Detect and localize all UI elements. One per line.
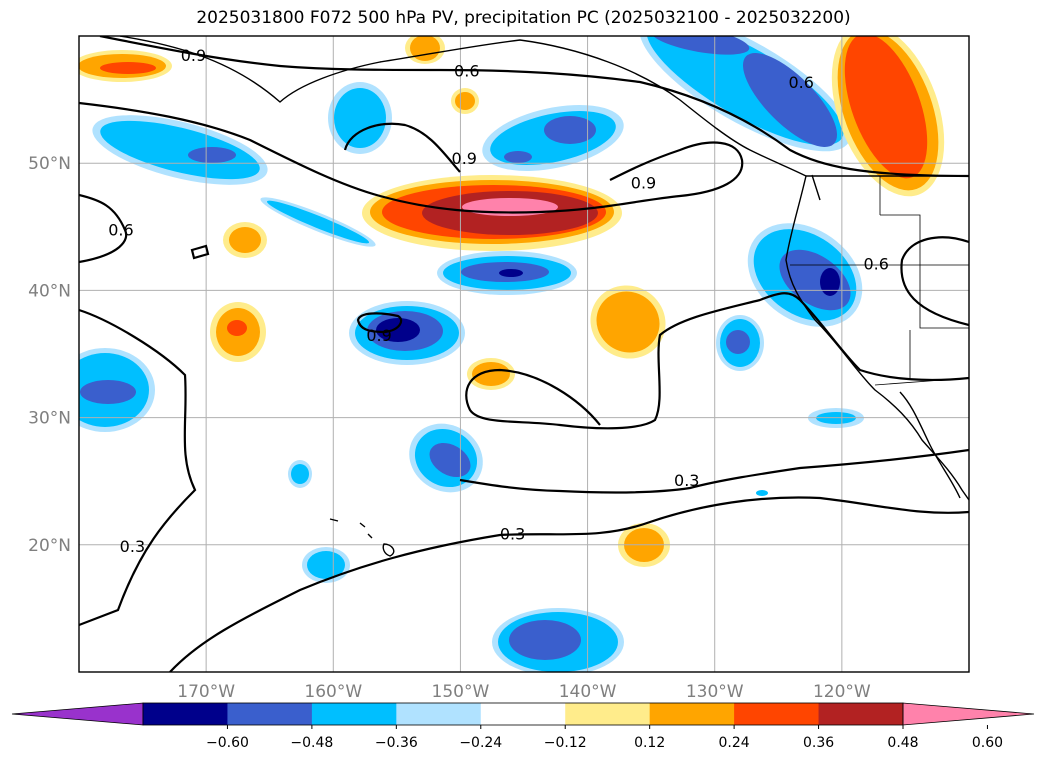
- lon-tick-label: 120°W: [813, 682, 871, 702]
- contour-label-layer: 0.9 0.6 0.6 0.9 0.9 0.6 0.6 0.9 0.3 0.3 0.3: [108, 46, 889, 556]
- colorbar-tick-label: 0.12: [634, 735, 665, 751]
- lat-tick-label: 20°N: [28, 536, 71, 556]
- colorbar-segment: [143, 703, 228, 725]
- contour-label: 0.6: [863, 255, 888, 274]
- colorbar-segment: [649, 703, 735, 725]
- pv-contour-layer: [79, 36, 969, 672]
- hawaii-islands: [329, 518, 395, 557]
- precip-area: [472, 362, 510, 386]
- grid-lines: [79, 36, 969, 672]
- coastline: [899, 391, 961, 499]
- lat-tick-label: 50°N: [28, 154, 71, 174]
- precip-area: [844, 36, 928, 179]
- axis-labels: 170°W 160°W 150°W 140°W 130°W 120°W 20°N 30°N 40…: [28, 154, 871, 702]
- precip-area: [376, 318, 420, 342]
- contour-label: 0.9: [452, 149, 477, 168]
- lon-tick-label: 140°W: [559, 682, 617, 702]
- lat-tick-label: 40°N: [28, 281, 71, 301]
- pv-contour: [169, 496, 969, 672]
- contour-label: 0.3: [500, 524, 525, 543]
- colorbar-tick-label: 0.60: [972, 735, 1003, 751]
- precip-area: [820, 268, 840, 296]
- pv-contour: [465, 292, 969, 430]
- contour-label: 0.9: [181, 46, 206, 65]
- colorbar: −0.60 −0.48 −0.36 −0.24 −0.12 0.12 0.24 0.36 0.4…: [11, 702, 1035, 751]
- contour-label: 0.9: [366, 326, 391, 345]
- precip-area: [455, 92, 475, 110]
- colorbar-extend-min: [11, 702, 144, 726]
- colorbar-tick-label: −0.36: [375, 735, 418, 751]
- contour-label: 0.6: [788, 73, 813, 92]
- colorbar-tick-label: −0.60: [206, 735, 249, 751]
- pv-contour: [190, 244, 210, 260]
- precip-area: [227, 320, 247, 336]
- precip-area: [229, 227, 261, 253]
- precip-area: [756, 490, 768, 496]
- map-frame: [78, 35, 970, 673]
- lon-tick-label: 160°W: [304, 682, 362, 702]
- lat-tick-label: 30°N: [28, 409, 71, 429]
- pv-contour: [99, 36, 969, 178]
- lon-tick-label: 150°W: [432, 682, 490, 702]
- precip-area: [509, 620, 581, 660]
- colorbar-tick-label: −0.48: [290, 735, 333, 751]
- contour-label: 0.3: [120, 537, 145, 556]
- lon-tick-label: 170°W: [177, 682, 235, 702]
- pv-contour: [356, 312, 403, 334]
- pv-contour: [79, 193, 128, 264]
- colorbar-segment: [565, 703, 651, 725]
- contour-label: 0.6: [454, 61, 479, 80]
- border-layer: [790, 175, 969, 386]
- colorbar-segment: [311, 703, 397, 725]
- precip-area: [544, 116, 596, 144]
- precip-area: [726, 330, 750, 354]
- pv-contour: [459, 448, 969, 494]
- state-border: [790, 175, 969, 386]
- colorbar-segment: [734, 703, 820, 725]
- precip-area: [307, 551, 345, 579]
- colorbar-segment: [818, 703, 904, 725]
- pv-contour: [79, 495, 112, 605]
- colorbar-segment: [480, 703, 566, 725]
- precip-area: [410, 36, 440, 61]
- precipitation-fill-layer: [79, 36, 945, 672]
- colorbar-tick-label: 0.36: [803, 735, 834, 751]
- contour-label: 0.9: [631, 173, 656, 192]
- pv-contour: [900, 236, 969, 327]
- precip-area: [291, 464, 309, 484]
- colorbar-tick-label: −0.12: [544, 735, 587, 751]
- precip-area: [650, 36, 750, 55]
- pv-contour: [79, 101, 744, 214]
- precip-area: [188, 147, 236, 163]
- colorbar-tick-label: 0.48: [887, 735, 918, 751]
- pv-contour: [79, 308, 197, 627]
- colorbar-tick-label: −0.24: [459, 735, 502, 751]
- precip-area: [334, 88, 386, 148]
- colorbar-segment: [396, 703, 482, 725]
- precip-area: [80, 380, 136, 404]
- coastline: [119, 36, 969, 501]
- precip-area: [742, 52, 838, 148]
- precip-area: [100, 62, 156, 74]
- contour-label: 0.6: [108, 220, 133, 239]
- pv-contour: [343, 122, 461, 173]
- precip-area: [504, 151, 532, 163]
- colorbar-tick-label: 0.24: [719, 735, 750, 751]
- colorbar-frame: [142, 702, 904, 726]
- lon-tick-label: 130°W: [686, 682, 744, 702]
- precip-area: [499, 269, 523, 277]
- precip-area: [596, 291, 660, 353]
- precip-area: [266, 200, 370, 244]
- contour-label: 0.3: [674, 471, 699, 490]
- colorbar-segment: [227, 703, 313, 725]
- colorbar-extend-max: [902, 702, 1035, 726]
- precip-area: [100, 120, 260, 180]
- chart-title: 2025031800 F072 500 hPa PV, precipitatio…: [196, 8, 851, 28]
